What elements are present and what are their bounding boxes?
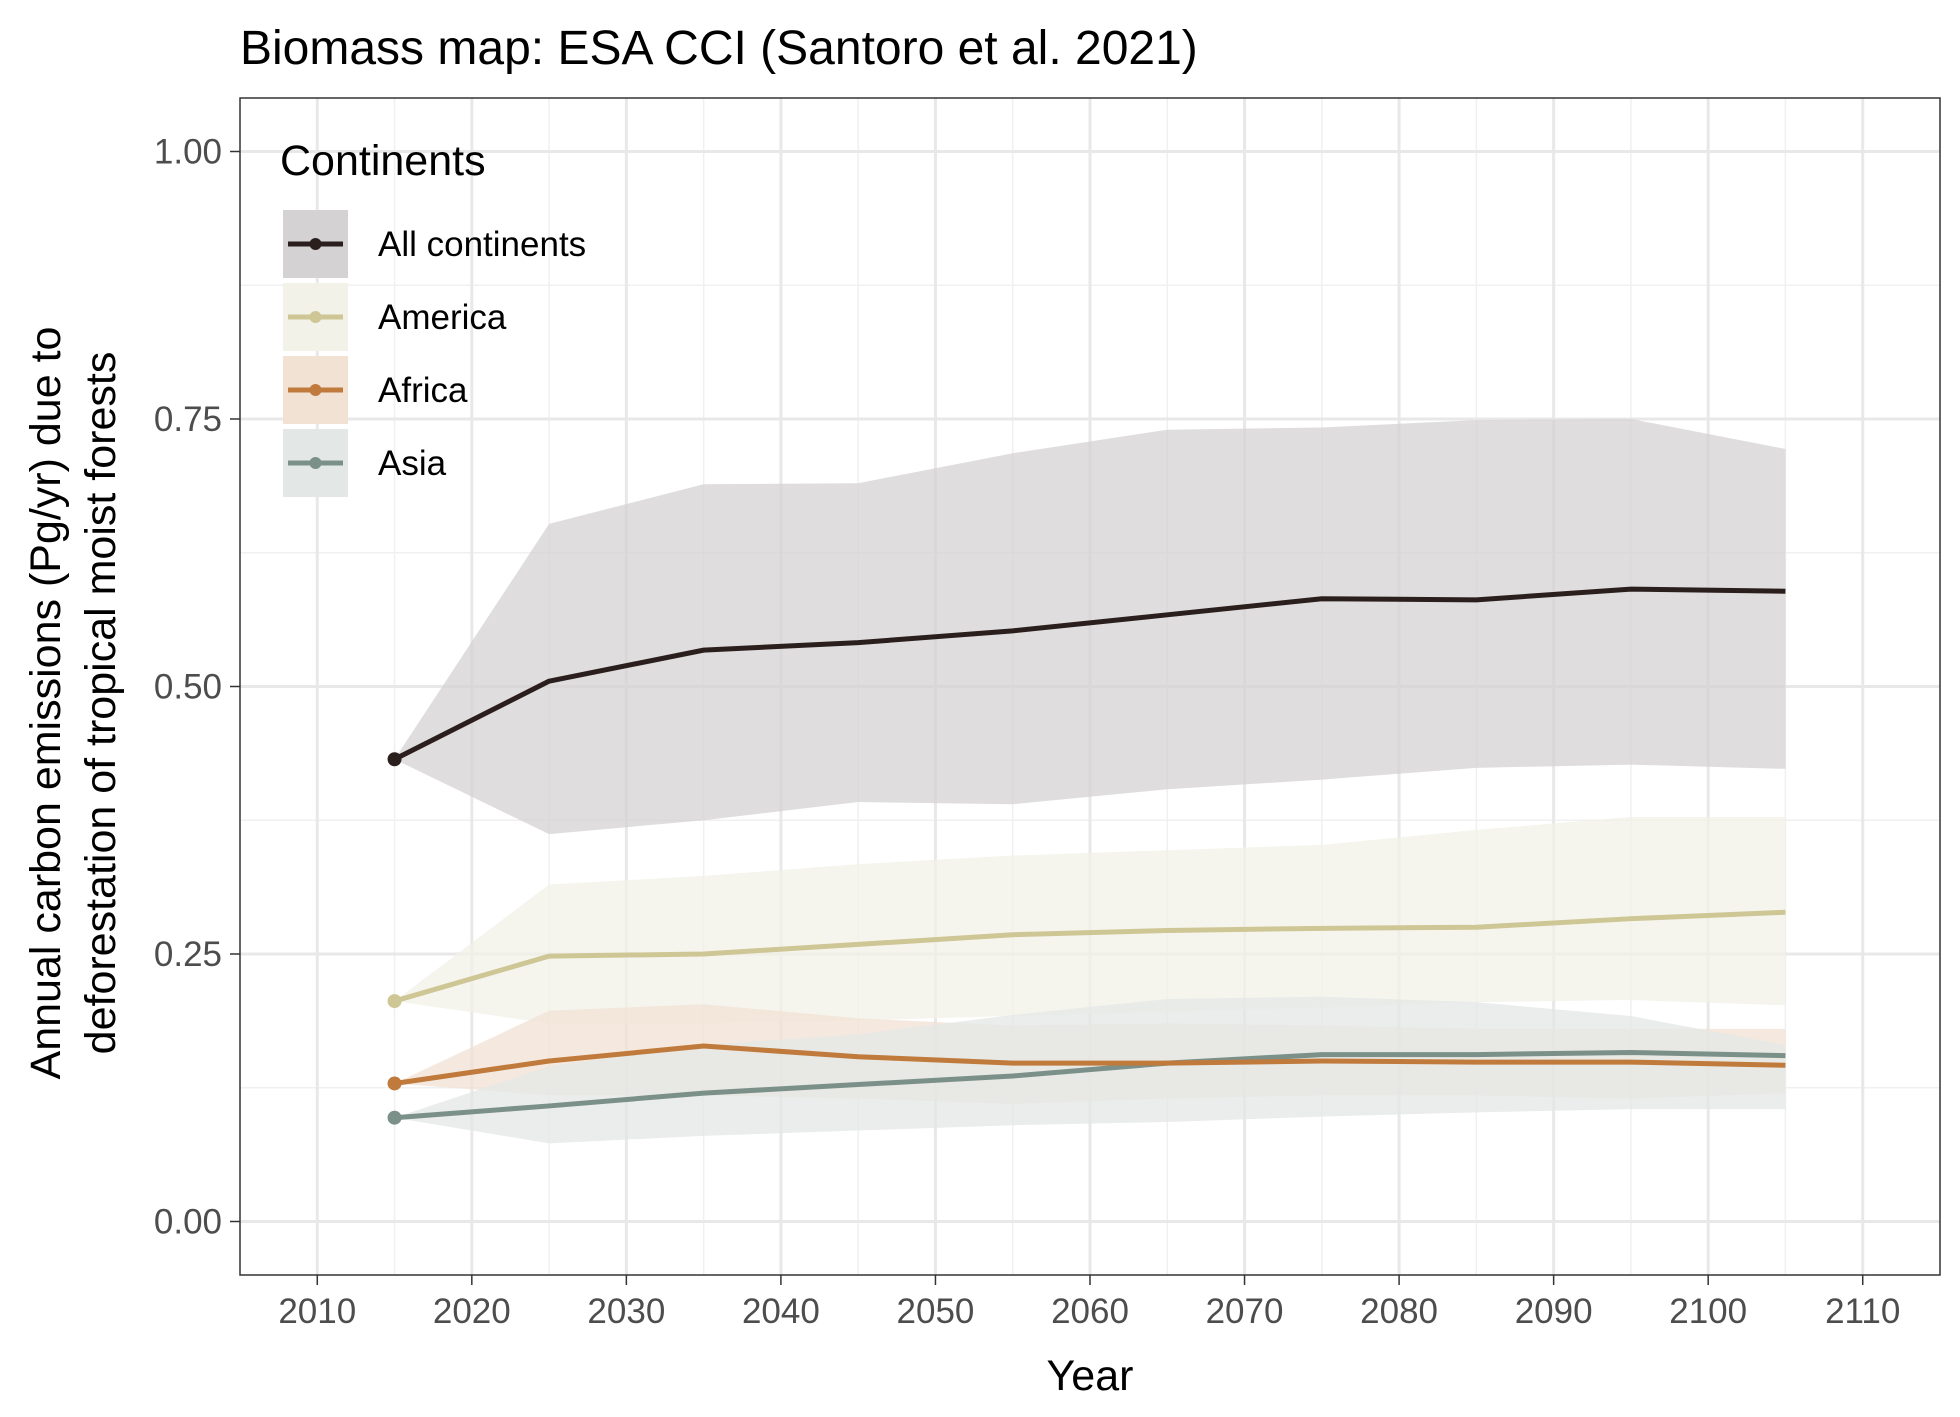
legend-point-america xyxy=(309,311,322,323)
x-tick-label: 2090 xyxy=(1515,1292,1593,1331)
series-points xyxy=(387,752,402,1125)
chart-title: Biomass map: ESA CCI (Santoro et al. 202… xyxy=(240,22,1198,75)
y-tick-label: 1.00 xyxy=(154,133,222,172)
x-axis-title: Year xyxy=(1047,1352,1134,1400)
plot-panel xyxy=(239,97,1941,1276)
x-tick-label: 2040 xyxy=(742,1292,820,1331)
x-tick-label: 2010 xyxy=(278,1292,356,1331)
line-asia xyxy=(394,1049,1786,1121)
x-tick-label: 2020 xyxy=(433,1292,511,1331)
legend-point-all-continents xyxy=(309,238,322,250)
legend-label-all-continents: All continents xyxy=(378,225,586,264)
x-tick-label: 2110 xyxy=(1825,1292,1900,1331)
x-tick-label: 2080 xyxy=(1360,1292,1438,1331)
x-tick-label: 2100 xyxy=(1669,1292,1747,1331)
x-tick-label: 2030 xyxy=(587,1292,665,1331)
y-axis-title-line1: Annual carbon emissions (Pg/yr) due to xyxy=(22,327,70,1080)
ribbon-america xyxy=(394,817,1786,1024)
point-africa xyxy=(387,1076,402,1091)
legend-title: Continents xyxy=(280,137,486,185)
legend-label-asia: Asia xyxy=(378,444,447,483)
point-america xyxy=(387,994,402,1009)
legend-label-africa: Africa xyxy=(378,371,468,410)
x-axis: 2010 2020 2030 2040 2050 2060 2070 2080 2090 2100… xyxy=(278,1275,1900,1331)
x-tick-label: 2070 xyxy=(1206,1292,1284,1331)
line-africa xyxy=(394,1043,1786,1086)
y-axis: 0.00 0.25 0.50 0.75 1.00 xyxy=(154,133,240,1242)
y-tick-label: 0.75 xyxy=(154,400,222,439)
ribbon-all-continents xyxy=(394,419,1786,835)
point-asia xyxy=(387,1110,402,1125)
point-all-continents xyxy=(387,752,402,767)
y-axis-title-line2: deforestation of tropical moist forests xyxy=(77,352,125,1055)
y-tick-label: 0.25 xyxy=(154,935,222,974)
y-tick-label: 0.00 xyxy=(154,1203,222,1242)
legend-items: All continents America Africa Asia xyxy=(283,210,586,497)
line-america xyxy=(393,909,1786,1004)
y-tick-label: 0.50 xyxy=(154,668,222,707)
legend-label-america: America xyxy=(378,298,507,337)
legend: Continents All continents America Africa As… xyxy=(280,137,586,497)
legend-point-africa xyxy=(309,384,322,396)
x-tick-label: 2060 xyxy=(1051,1292,1129,1331)
legend-point-asia xyxy=(309,457,322,469)
x-tick-label: 2050 xyxy=(897,1292,975,1331)
line-all-continents xyxy=(393,586,1786,762)
series-lines xyxy=(393,586,1786,1121)
